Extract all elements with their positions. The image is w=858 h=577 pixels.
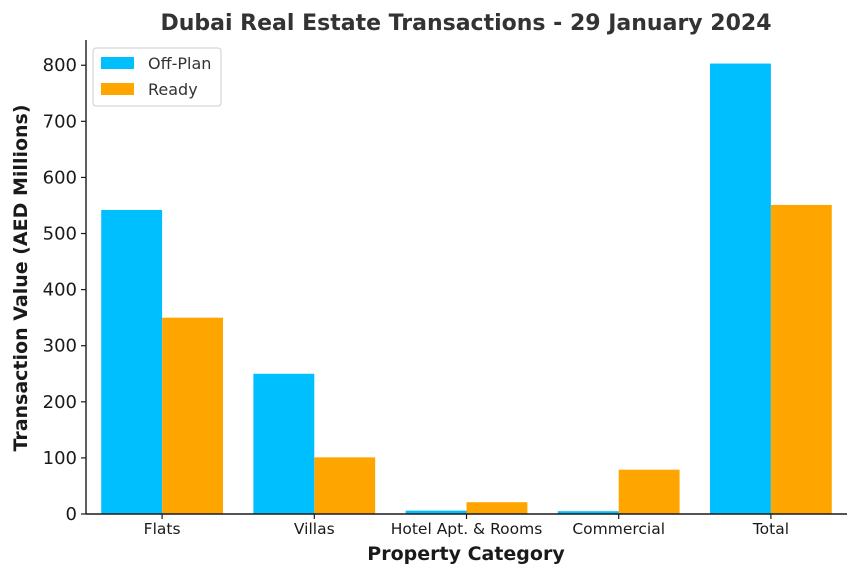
y-tick-label: 400: [43, 280, 77, 301]
bar-ready-villas: [314, 457, 376, 514]
y-tick-label: 800: [43, 55, 77, 76]
x-tick-label: Total: [752, 520, 789, 538]
y-tick-label: 500: [43, 224, 77, 245]
y-tick-label: 0: [66, 504, 77, 525]
legend: Off-Plan Ready: [92, 47, 222, 107]
x-axis-label: Property Category: [367, 543, 565, 565]
x-tick-label: Flats: [144, 520, 181, 538]
bar-ready-hotel-apt-rooms: [466, 502, 528, 514]
y-tick-label: 700: [43, 111, 77, 132]
bar-off-plan-total: [710, 63, 771, 515]
x-tick-label: Hotel Apt. & Rooms: [391, 520, 543, 538]
legend-swatch-ready: [101, 83, 134, 95]
y-axis-label: Transaction Value (AED Millions): [10, 104, 32, 451]
y-tick-label: 600: [43, 167, 77, 188]
bar-ready-total: [770, 204, 832, 515]
legend-label: Off-Plan: [148, 54, 211, 73]
y-tick-label: 200: [43, 392, 77, 413]
legend-swatch-off-plan: [101, 57, 134, 69]
y-tick-label: 100: [43, 448, 77, 469]
plot-area: Flats Villas Hotel Apt. & Rooms Commercial T…: [43, 40, 847, 538]
y-tick-label: 300: [43, 336, 77, 357]
bar-off-plan-villas: [253, 373, 315, 514]
bar-ready-flats: [162, 317, 223, 514]
chart-title: Dubai Real Estate Transactions - 29 Janu…: [160, 11, 771, 36]
bar-off-plan-flats: [101, 209, 163, 514]
bar-off-plan-commercial: [557, 511, 619, 514]
bar-ready-commercial: [618, 469, 680, 514]
legend-label: Ready: [148, 80, 198, 99]
x-tick-label: Villas: [294, 520, 335, 538]
x-tick-label: Commercial: [572, 520, 665, 538]
bar-off-plan-hotel-apt-rooms: [405, 510, 467, 514]
